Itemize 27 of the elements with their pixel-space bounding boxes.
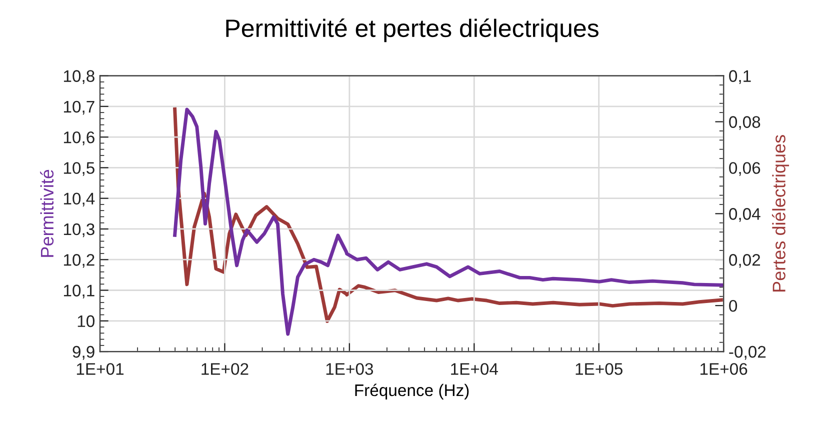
y-tick-label: 10,7	[64, 100, 94, 115]
chart-title: Permittivité et pertes diélectriques	[226, 18, 598, 42]
x-tick-label: 1E+02	[202, 363, 248, 375]
y-tick-label: 10,8	[64, 70, 94, 84]
y-tick-label: 10,4	[64, 192, 95, 207]
y2-axis-title: Pertes diélectriques	[772, 135, 790, 292]
y-tick-label: 9,9	[72, 346, 94, 360]
y-tick-label: 10,5	[64, 162, 94, 176]
y-tick-label: 10,6	[64, 131, 94, 146]
y-tick-label: 10,2	[64, 254, 94, 268]
x-axis-title: Fréquence (Hz)	[355, 384, 469, 400]
y2-tick-label: 0,02	[729, 254, 760, 268]
y2-tick-label: 0	[729, 300, 738, 312]
y-tick-label: 10,1	[64, 284, 94, 298]
x-tick-label: 1E+06	[700, 363, 748, 375]
y2-tick-label: 0,1	[729, 70, 751, 84]
y2-tick-label: 0,04	[729, 208, 760, 222]
y-axis-title: Permittivité	[40, 170, 54, 257]
x-tick-label: 1E+03	[326, 363, 374, 375]
y-tick-label: 10	[78, 315, 94, 328]
x-tick-label: 1E+04	[451, 363, 498, 375]
y2-tick-label: 0,06	[729, 162, 760, 176]
y2-tick-label: 0,08	[729, 116, 760, 130]
y-tick-label: 10,3	[64, 223, 94, 238]
x-tick-label: 1E+05	[576, 363, 622, 375]
y2-tick-label: -0,02	[729, 346, 766, 360]
x-tick-label: 1E+01	[76, 363, 124, 375]
